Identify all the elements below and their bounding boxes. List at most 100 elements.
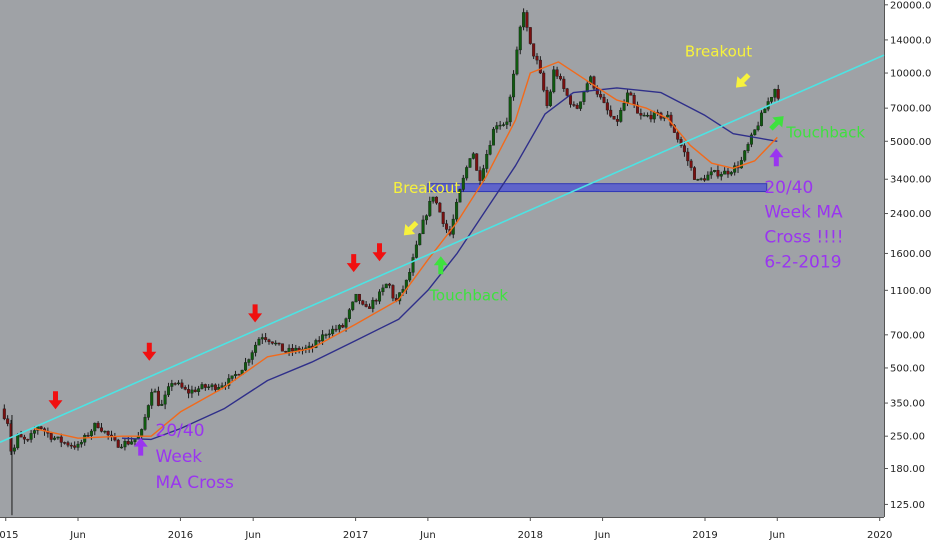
annotations: Breakout Breakout Touchback Touchback 20/40 W… — [156, 43, 866, 493]
candle-body — [729, 172, 733, 175]
x-tick-label: 2018 — [518, 530, 543, 541]
arrow-down-left-icon — [403, 220, 419, 236]
candle-body — [699, 178, 703, 180]
y-tick-label: 1100.00 — [890, 286, 931, 297]
candle-body — [605, 102, 609, 111]
candle-body — [428, 201, 432, 216]
candle-body — [703, 178, 707, 181]
y-tick-label: 2400.00 — [890, 209, 931, 220]
candle-body — [166, 386, 170, 396]
candle-body — [190, 389, 194, 394]
candle-body — [69, 444, 73, 447]
candle-body — [461, 177, 465, 190]
candle-body — [749, 134, 753, 145]
arrow-up-icon — [769, 148, 784, 167]
candle-body — [612, 115, 616, 120]
candle-body — [280, 343, 284, 352]
candle-body — [676, 132, 680, 140]
arrow-up-icon — [433, 256, 448, 275]
candle-body — [458, 189, 462, 203]
candle-body — [381, 287, 385, 293]
candle-body — [26, 439, 30, 441]
candle-body — [558, 76, 562, 80]
candle-body — [213, 384, 217, 390]
candle-body — [619, 110, 623, 122]
candle-body — [522, 12, 526, 28]
candle-body — [666, 114, 670, 118]
candle-body — [160, 403, 164, 406]
y-tick-label: 700.00 — [890, 330, 925, 341]
candle-body — [2, 408, 6, 419]
annotation-label: Breakout — [685, 43, 752, 61]
candle-body — [153, 390, 157, 393]
candle-body — [187, 389, 191, 394]
arrow-down-icon — [372, 243, 387, 262]
candle-body — [260, 337, 264, 340]
candle-body — [485, 154, 489, 169]
candle-body — [776, 89, 780, 99]
y-tick-label: 500.00 — [890, 363, 925, 374]
candle-body — [636, 104, 640, 114]
y-tick-label: 14000.00 — [890, 35, 932, 46]
candle-body — [478, 170, 482, 181]
candle-body — [49, 433, 53, 440]
candle-body — [351, 301, 355, 310]
candle-body — [642, 114, 646, 117]
candle-body — [512, 73, 516, 98]
x-tick-label: 2019 — [692, 530, 717, 541]
annotation-label: 20/40 — [156, 421, 205, 441]
candle-body — [89, 430, 93, 436]
annotation-label: Touchback — [785, 123, 865, 141]
candle-body — [689, 160, 693, 168]
candle-body — [83, 435, 87, 443]
candle-body — [465, 167, 469, 179]
candle-body — [421, 219, 425, 235]
x-tick-label: Jun — [69, 530, 86, 541]
candle-body — [538, 59, 542, 74]
candle-body — [314, 340, 318, 348]
annotation-label: Touchback — [428, 287, 508, 305]
candle-body — [150, 392, 154, 406]
candle-body — [93, 422, 97, 432]
candle-body — [66, 442, 70, 446]
x-tick-label: Jun — [594, 530, 611, 541]
annotation-label: 6-2-2019 — [764, 252, 841, 272]
y-tick-label: 125.00 — [890, 500, 925, 511]
candle-body — [495, 125, 499, 130]
candle-body — [569, 95, 573, 105]
candle-body — [424, 215, 428, 221]
candle-body — [99, 427, 103, 432]
candle-body — [59, 436, 63, 443]
candle-body — [267, 339, 271, 342]
annotation-label: Breakout — [393, 179, 460, 197]
candle-body — [133, 438, 137, 442]
candle-body — [200, 384, 204, 389]
candle-body — [713, 170, 717, 172]
arrow-down-icon — [48, 391, 63, 410]
candle-body — [431, 196, 435, 202]
x-tick-label: Jun — [244, 530, 261, 541]
candle-body — [270, 341, 274, 344]
candle-body — [759, 112, 763, 126]
candle-body — [207, 386, 211, 388]
candle-body — [367, 306, 371, 309]
candle-body — [32, 430, 36, 434]
y-tick-label: 3400.00 — [890, 175, 931, 186]
candle-body — [163, 394, 167, 405]
candle-body — [455, 201, 459, 220]
candle-body — [408, 272, 412, 281]
candle-body — [173, 383, 177, 385]
candle-body — [354, 293, 358, 303]
candle-body — [103, 430, 107, 433]
candle-body — [96, 422, 100, 428]
arrow-up-icon — [133, 437, 148, 456]
candle-body — [257, 338, 261, 346]
candle-body — [468, 158, 472, 168]
candle-body — [414, 244, 418, 258]
candle-body — [515, 49, 519, 75]
candle-body — [284, 351, 288, 353]
y-tick-label: 350.00 — [890, 399, 925, 410]
candle-body — [361, 300, 365, 305]
y-tick-label: 7000.00 — [890, 104, 931, 115]
candle-body — [445, 223, 449, 230]
